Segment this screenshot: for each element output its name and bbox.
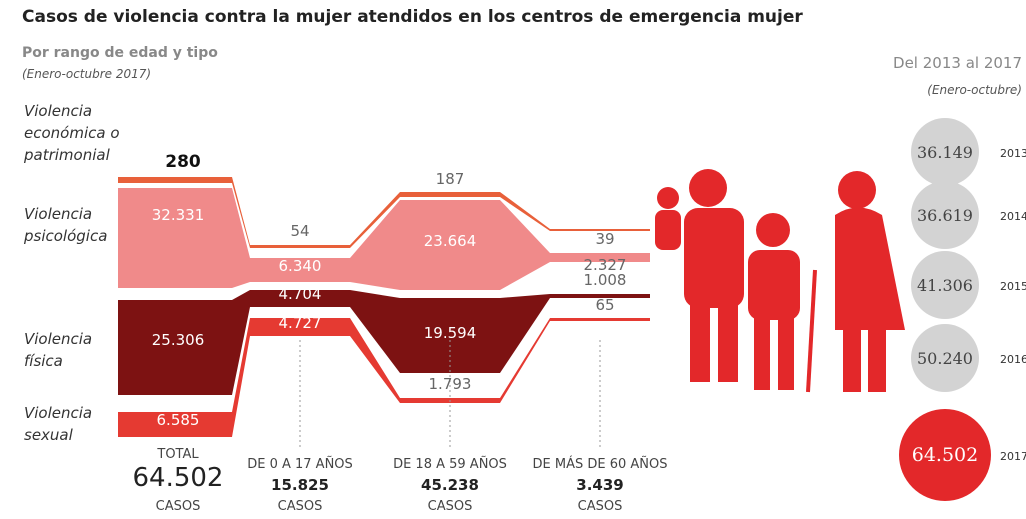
year-circle xyxy=(911,251,979,319)
group-total: 3.439 xyxy=(576,476,623,494)
type-label: Violencia económica o patrimonial xyxy=(24,102,120,164)
year-value: 36.619 xyxy=(917,206,973,225)
flow-band xyxy=(118,318,650,437)
flow-band xyxy=(118,177,650,248)
flow-band xyxy=(118,188,650,290)
value-label: 19.594 xyxy=(424,324,477,342)
year-label: 2016 xyxy=(1000,353,1026,366)
group-total: 64.502 xyxy=(133,463,224,493)
year-circle xyxy=(899,409,991,501)
group-label: DE MÁS DE 60 AÑOS xyxy=(533,456,668,472)
value-label: 1.793 xyxy=(429,375,472,393)
year-label: 2015 xyxy=(1000,280,1026,293)
group-unit: CASOS xyxy=(156,499,201,514)
value-label: 187 xyxy=(436,170,465,188)
group-unit: CASOS xyxy=(578,499,623,514)
year-label: 2017 xyxy=(1000,450,1026,463)
year-value: 64.502 xyxy=(912,444,978,466)
year-circle xyxy=(911,324,979,392)
group-label: DE 18 A 59 AÑOS xyxy=(393,456,507,472)
group-label: TOTAL xyxy=(156,447,199,462)
year-value: 41.306 xyxy=(917,276,973,295)
group-unit: CASOS xyxy=(278,499,323,514)
value-label: 2.327 xyxy=(584,256,627,274)
year-label: 2013 xyxy=(1000,147,1026,160)
value-label: 65 xyxy=(595,296,614,314)
value-label: 4.727 xyxy=(279,314,322,332)
value-label: 54 xyxy=(290,222,309,240)
value-label: 1.008 xyxy=(584,271,627,289)
value-label: 39 xyxy=(595,230,614,248)
period: (Enero-octubre 2017) xyxy=(22,67,151,81)
value-label: 4.704 xyxy=(279,285,322,303)
women-figures xyxy=(655,169,905,393)
year-label: 2014 xyxy=(1000,210,1026,223)
group-total: 15.825 xyxy=(271,476,329,494)
value-label: 23.664 xyxy=(424,232,477,250)
title: Casos de violencia contra la mujer atend… xyxy=(22,7,803,27)
value-label: 6.340 xyxy=(279,257,322,275)
year-circle xyxy=(911,118,979,186)
subtitle: Por rango de edad y tipo xyxy=(22,45,218,61)
year-value: 50.240 xyxy=(917,349,973,368)
value-label: 6.585 xyxy=(157,411,200,429)
type-label: Violencia sexual xyxy=(24,404,93,444)
year-circle xyxy=(911,181,979,249)
history-period: (Enero-octubre) xyxy=(927,83,1022,97)
value-label: 280 xyxy=(165,152,201,172)
type-label: Violencia física xyxy=(24,330,93,370)
group-unit: CASOS xyxy=(428,499,473,514)
value-label: 25.306 xyxy=(152,331,205,349)
year-value: 36.149 xyxy=(917,143,973,162)
flow-band xyxy=(118,290,650,395)
history-title: Del 2013 al 2017 xyxy=(893,54,1022,72)
group-label: DE 0 A 17 AÑOS xyxy=(247,456,353,472)
type-label: Violencia psicológica xyxy=(24,205,108,245)
group-total: 45.238 xyxy=(421,476,479,494)
value-label: 32.331 xyxy=(152,206,205,224)
